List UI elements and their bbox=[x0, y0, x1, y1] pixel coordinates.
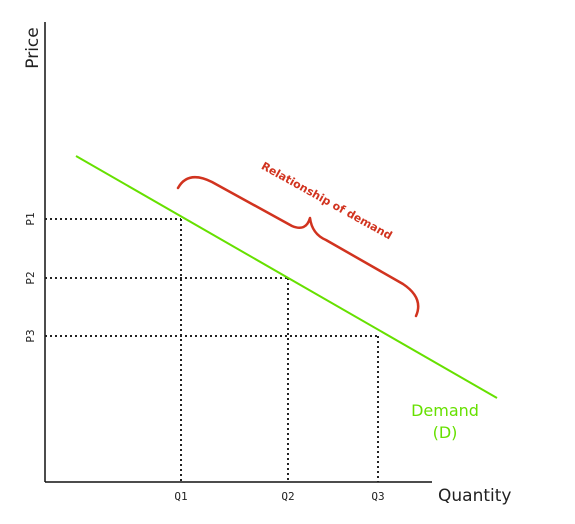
x-tick-label-q1: Q1 bbox=[174, 490, 187, 503]
demand-curve bbox=[75, 155, 498, 399]
guide-lines bbox=[45, 218, 379, 482]
y-tick-label-p2: P2 bbox=[24, 271, 37, 284]
x-tick-label-q2: Q2 bbox=[281, 490, 294, 503]
y-tick-label-p3: P3 bbox=[24, 329, 37, 342]
x-axis-title: Quantity bbox=[438, 486, 511, 506]
y-tick-label-p1: P1 bbox=[24, 212, 37, 225]
relationship-annotation: Relationship of demand bbox=[259, 159, 394, 242]
demand-curve-label-symbol: (D) bbox=[433, 423, 458, 442]
y-axis-title: Price bbox=[23, 27, 43, 68]
relationship-brace bbox=[176, 175, 420, 318]
demand-curve-label: Demand bbox=[411, 401, 479, 420]
x-tick-label-q3: Q3 bbox=[371, 490, 384, 503]
